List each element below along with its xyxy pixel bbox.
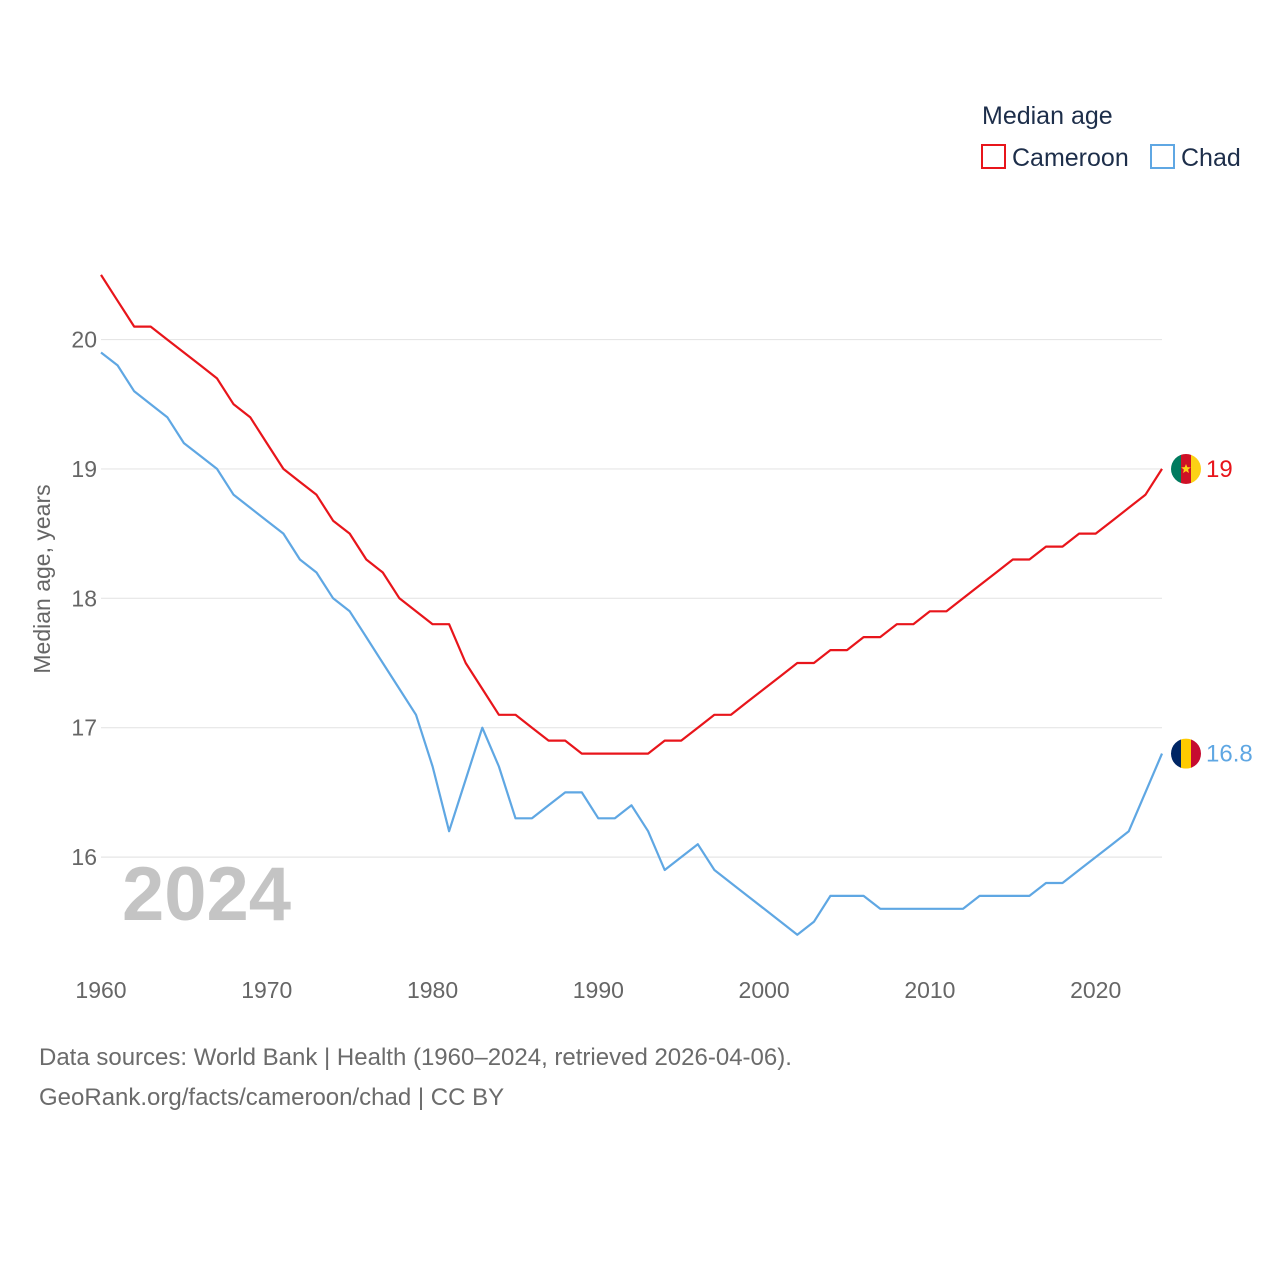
legend-title: Median age	[982, 102, 1113, 130]
x-tick-label-2010: 2010	[904, 977, 955, 1003]
y-axis-ticks: 16 17 18 19 20	[71, 327, 97, 871]
year-label: 2024	[122, 852, 291, 937]
end-markers: 19 16.8	[1171, 453, 1253, 769]
x-tick-label-1970: 1970	[241, 977, 292, 1003]
legend-swatch-cameroon	[981, 144, 1006, 169]
flag-icon-chad	[1171, 738, 1201, 769]
end-label-chad: 16.8	[1206, 741, 1253, 768]
y-tick-label-19: 19	[71, 456, 97, 482]
x-tick-label-1980: 1980	[407, 977, 458, 1003]
legend-label-chad: Chad	[1181, 144, 1241, 172]
x-tick-label-1990: 1990	[573, 977, 624, 1003]
legend-swatch-chad	[1150, 144, 1175, 169]
legend-item-chad[interactable]: Chad	[1150, 144, 1241, 172]
credit-link[interactable]: GeoRank.org/facts/cameroon/chad | CC BY	[39, 1084, 505, 1111]
x-tick-label-2000: 2000	[739, 977, 790, 1003]
legend-item-cameroon[interactable]: Cameroon	[981, 144, 1129, 172]
series-line-chad	[100, 351, 1164, 936]
y-tick-label-18: 18	[71, 585, 97, 611]
x-tick-label-1960: 1960	[75, 977, 126, 1003]
series-lines	[100, 274, 1164, 936]
legend-label-cameroon: Cameroon	[1012, 144, 1129, 172]
end-label-cameroon: 19	[1206, 456, 1233, 483]
flag-icon-cameroon	[1171, 453, 1201, 484]
grid-lines	[101, 338, 1162, 858]
y-tick-label-17: 17	[71, 715, 97, 741]
x-axis-ticks: 1960 1970 1980 1990 2000 2010 2020	[75, 977, 1121, 1003]
series-line-cameroon	[100, 274, 1163, 755]
y-axis-title: Median age, years	[29, 484, 55, 673]
x-tick-label-2020: 2020	[1070, 977, 1121, 1003]
y-tick-label-20: 20	[71, 327, 97, 353]
legend: Median age Cameroon Chad	[981, 102, 1241, 172]
y-tick-label-16: 16	[71, 844, 97, 870]
data-source-note: Data sources: World Bank | Health (1960–…	[39, 1044, 792, 1071]
